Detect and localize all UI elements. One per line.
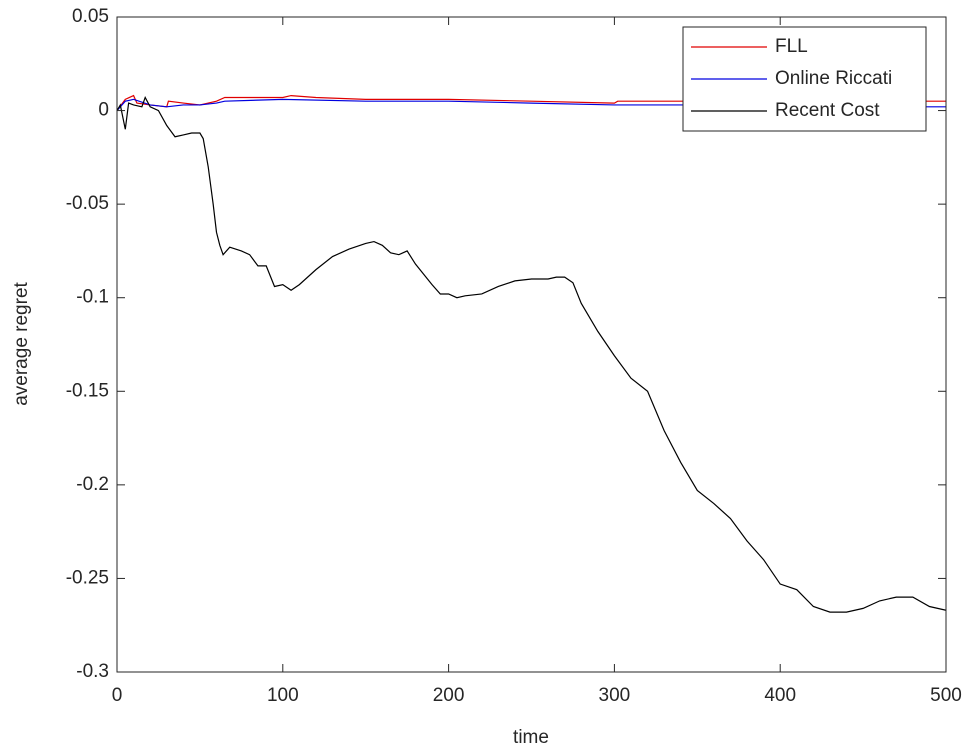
y-tick-label: -0.25 (66, 567, 109, 588)
x-tick-label: 100 (267, 685, 299, 706)
y-axis-label: average regret (11, 281, 32, 405)
x-axis-label: time (513, 727, 549, 748)
y-tick-label: 0 (98, 100, 109, 121)
y-tick-label: -0.15 (66, 380, 109, 401)
legend-label: Recent Cost (775, 100, 880, 121)
legend-label: Online Riccati (775, 68, 892, 89)
y-tick-label: -0.2 (76, 474, 109, 495)
x-tick-label: 200 (433, 685, 465, 706)
x-tick-label: 400 (764, 685, 796, 706)
y-tick-label: -0.05 (66, 193, 109, 214)
y-tick-label: -0.3 (76, 661, 109, 682)
y-tick-label: -0.1 (76, 287, 109, 308)
legend-label: FLL (775, 36, 808, 57)
series-line (116, 95, 947, 613)
x-tick-label: 500 (930, 685, 962, 706)
x-tick-label: 0 (112, 685, 123, 706)
x-tick-label: 300 (599, 685, 631, 706)
plot-frame (116, 16, 947, 673)
y-tick-label: 0.05 (72, 6, 109, 27)
